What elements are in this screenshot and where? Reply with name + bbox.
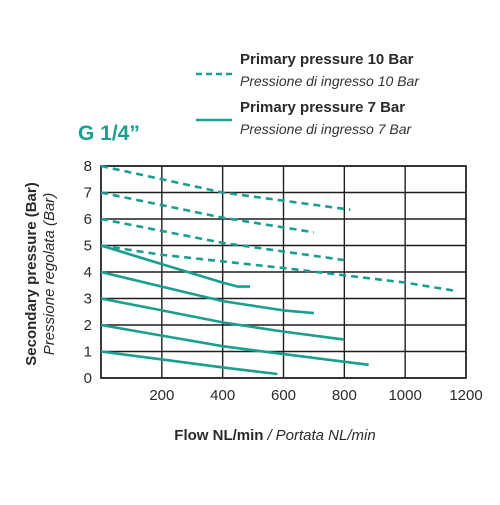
legend-label-1: Primary pressure 10 Bar [240, 51, 414, 68]
legend-sublabel-1: Pressione di ingresso 10 Bar [240, 73, 420, 89]
legend-sublabel-2: Pressione di ingresso 7 Bar [240, 121, 413, 137]
x-tick-label: 600 [271, 387, 296, 404]
series-line-9 [100, 350, 278, 376]
series-line-3 [100, 217, 345, 262]
y-axis-label-sub: Pressione regolata (Bar) [41, 193, 58, 356]
y-tick-label: 7 [84, 185, 92, 202]
series-line-7 [100, 297, 345, 341]
series-line-2 [100, 191, 315, 234]
x-tick-label: 400 [210, 387, 235, 404]
y-tick-label: 5 [84, 238, 92, 255]
chart-title: G 1/4” [78, 122, 140, 145]
x-axis-label-separator: / [266, 427, 273, 444]
grid [100, 165, 467, 379]
x-axis-label: Flow NL/min / Portata NL/min [174, 427, 375, 444]
x-tick-label: 200 [149, 387, 174, 404]
y-tick-label: 2 [84, 317, 92, 334]
legend-label-2: Primary pressure 7 Bar [240, 99, 405, 116]
legend: Primary pressure 10 Bar Pressione di ingr… [196, 51, 420, 137]
series-line-1 [100, 164, 351, 211]
x-axis-label-main: Flow NL/min [174, 427, 263, 444]
series-line-8 [100, 323, 369, 367]
y-tick-label: 4 [84, 264, 92, 281]
tick-labels: 0 1 2 3 4 5 6 7 8 200 400 600 800 1000 1200 [84, 158, 483, 404]
axis-labels: Flow NL/min / Portata NL/min Secondary pres… [23, 182, 376, 444]
series-line-4 [100, 244, 455, 292]
y-tick-label: 1 [84, 344, 92, 361]
y-tick-label: 3 [84, 291, 92, 308]
y-axis-label: Secondary pressure (Bar) [23, 182, 40, 365]
y-tick-label: 6 [84, 211, 92, 228]
series-line-6 [100, 270, 315, 315]
y-tick-label: 8 [84, 158, 92, 175]
x-tick-label: 1000 [388, 387, 421, 404]
x-tick-label: 800 [332, 387, 357, 404]
x-tick-label: 1200 [449, 387, 482, 404]
series-lines [100, 164, 455, 376]
x-axis-label-sub: Portata NL/min [276, 427, 376, 444]
series-line-5 [100, 244, 250, 288]
y-tick-label: 0 [84, 370, 92, 387]
